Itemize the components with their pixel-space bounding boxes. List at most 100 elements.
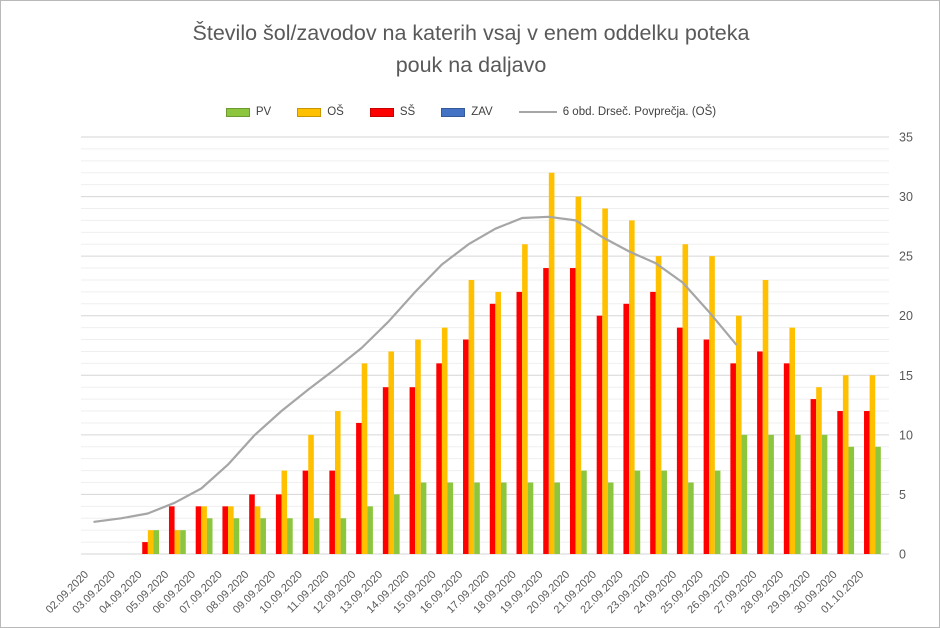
bar-o-05.09.2020 xyxy=(174,530,181,554)
bar-o-17.09.2020 xyxy=(495,291,501,554)
bar-o-26.09.2020 xyxy=(735,315,742,554)
legend-item-zav: ZAV xyxy=(441,106,493,118)
legend-label: SŠ xyxy=(399,106,416,118)
bar-o-08.09.2020 xyxy=(254,506,261,554)
bar-s-06.09.2020 xyxy=(195,506,202,554)
bar-s-04.09.2020 xyxy=(142,542,148,554)
bar-s-10.09.2020 xyxy=(302,470,309,554)
legend-label: OŠ xyxy=(327,106,344,118)
bar-s-01.10.2020 xyxy=(864,411,870,554)
bar-pv-12.09.2020 xyxy=(367,506,373,554)
bar-pv-15.09.2020 xyxy=(447,482,454,554)
bar-s-09.09.2020 xyxy=(275,494,282,554)
chart-title-line1: Število šol/zavodov na katerih vsaj v en… xyxy=(192,21,750,45)
bar-s-30.09.2020 xyxy=(837,411,843,554)
y-axis-tick-label: 30 xyxy=(899,190,913,204)
bar-o-07.09.2020 xyxy=(228,506,234,554)
bar-s-18.09.2020 xyxy=(516,291,523,554)
bar-o-15.09.2020 xyxy=(441,327,448,554)
bar-o-29.09.2020 xyxy=(816,387,822,554)
chart-legend: PV OŠ SŠ ZAV 6 obd. Drseč. Povprečja. (OŠ) xyxy=(1,101,939,123)
bar-o-27.09.2020 xyxy=(762,279,769,554)
bar-o-19.09.2020 xyxy=(548,172,555,555)
y-axis-tick-label: 35 xyxy=(899,131,913,145)
bar-s-13.09.2020 xyxy=(382,387,389,554)
bar-pv-13.09.2020 xyxy=(394,494,400,554)
legend-color-swatch xyxy=(369,107,394,117)
bar-s-05.09.2020 xyxy=(168,506,175,554)
bar-s-14.09.2020 xyxy=(409,387,416,554)
bar-s-11.09.2020 xyxy=(329,470,335,554)
legend-label: 6 obd. Drseč. Povprečja. (OŠ) xyxy=(562,106,717,118)
bar-pv-05.09.2020 xyxy=(180,530,186,554)
bar-s-19.09.2020 xyxy=(543,268,549,554)
bar-o-30.09.2020 xyxy=(842,375,849,554)
legend-line-marker xyxy=(518,111,557,113)
bar-o-12.09.2020 xyxy=(361,363,368,554)
bar-o-01.10.2020 xyxy=(869,375,876,554)
bar-pv-21.09.2020 xyxy=(607,482,614,554)
bar-pv-28.09.2020 xyxy=(795,434,801,554)
bar-pv-07.09.2020 xyxy=(233,518,240,554)
bar-pv-19.09.2020 xyxy=(554,482,561,554)
legend-color-swatch xyxy=(225,107,250,117)
bar-s-07.09.2020 xyxy=(222,506,229,554)
bar-o-28.09.2020 xyxy=(789,327,796,554)
bar-pv-20.09.2020 xyxy=(581,470,587,554)
bar-s-21.09.2020 xyxy=(596,315,603,554)
legend-item-6-obd-drse-povpre-ja-o: 6 obd. Drseč. Povprečja. (OŠ) xyxy=(518,106,717,118)
bar-o-20.09.2020 xyxy=(575,196,582,554)
bar-s-12.09.2020 xyxy=(356,422,362,554)
legend-item-o: OŠ xyxy=(297,106,344,118)
bar-o-10.09.2020 xyxy=(308,434,314,554)
bar-pv-27.09.2020 xyxy=(768,434,774,554)
bar-pv-09.09.2020 xyxy=(287,518,293,554)
y-axis-tick-label: 0 xyxy=(899,548,906,562)
bar-pv-14.09.2020 xyxy=(420,482,427,554)
bar-pv-26.09.2020 xyxy=(741,434,748,554)
bar-pv-11.09.2020 xyxy=(340,518,347,554)
bar-o-13.09.2020 xyxy=(388,351,395,554)
y-axis-tick-label: 25 xyxy=(899,250,913,264)
bar-o-06.09.2020 xyxy=(201,506,207,554)
legend-label: PV xyxy=(255,106,272,118)
y-axis-tick-label: 20 xyxy=(899,309,913,323)
bar-s-26.09.2020 xyxy=(730,363,736,554)
y-axis-tick-label: 5 xyxy=(899,488,906,502)
bar-s-16.09.2020 xyxy=(463,339,469,554)
y-axis-tick-label: 10 xyxy=(899,428,913,442)
bar-pv-01.10.2020 xyxy=(875,446,881,554)
bar-s-15.09.2020 xyxy=(436,363,442,554)
bar-pv-10.09.2020 xyxy=(313,518,320,554)
bar-s-23.09.2020 xyxy=(650,291,656,554)
bar-o-14.09.2020 xyxy=(415,339,421,554)
y-axis-tick-label: 15 xyxy=(899,369,913,383)
bar-o-18.09.2020 xyxy=(522,244,528,555)
bar-o-04.09.2020 xyxy=(147,530,154,554)
bar-o-11.09.2020 xyxy=(334,411,341,554)
bar-o-16.09.2020 xyxy=(468,279,475,554)
bar-o-25.09.2020 xyxy=(709,256,715,554)
bar-pv-17.09.2020 xyxy=(500,482,507,554)
bar-s-22.09.2020 xyxy=(623,303,630,554)
bar-pv-08.09.2020 xyxy=(260,518,266,554)
legend-item-s: SŠ xyxy=(369,106,416,118)
bar-pv-16.09.2020 xyxy=(474,482,480,554)
bar-s-25.09.2020 xyxy=(703,339,710,554)
bar-pv-23.09.2020 xyxy=(661,470,667,554)
bar-s-17.09.2020 xyxy=(489,303,496,554)
chart-title-line2: pouk na daljavo xyxy=(395,53,547,78)
bar-pv-06.09.2020 xyxy=(206,518,213,554)
bar-s-29.09.2020 xyxy=(810,399,817,554)
bar-pv-30.09.2020 xyxy=(848,446,855,554)
bar-o-09.09.2020 xyxy=(281,470,288,554)
bar-s-08.09.2020 xyxy=(249,494,255,554)
moving-average-line xyxy=(93,215,738,523)
bar-o-22.09.2020 xyxy=(629,220,635,554)
legend-color-swatch xyxy=(297,107,322,117)
chart-title: Število šol/zavodov na katerih vsaj v en… xyxy=(71,17,871,82)
bar-o-23.09.2020 xyxy=(655,256,662,554)
bar-pv-04.09.2020 xyxy=(153,530,160,554)
bar-pv-18.09.2020 xyxy=(527,482,534,554)
